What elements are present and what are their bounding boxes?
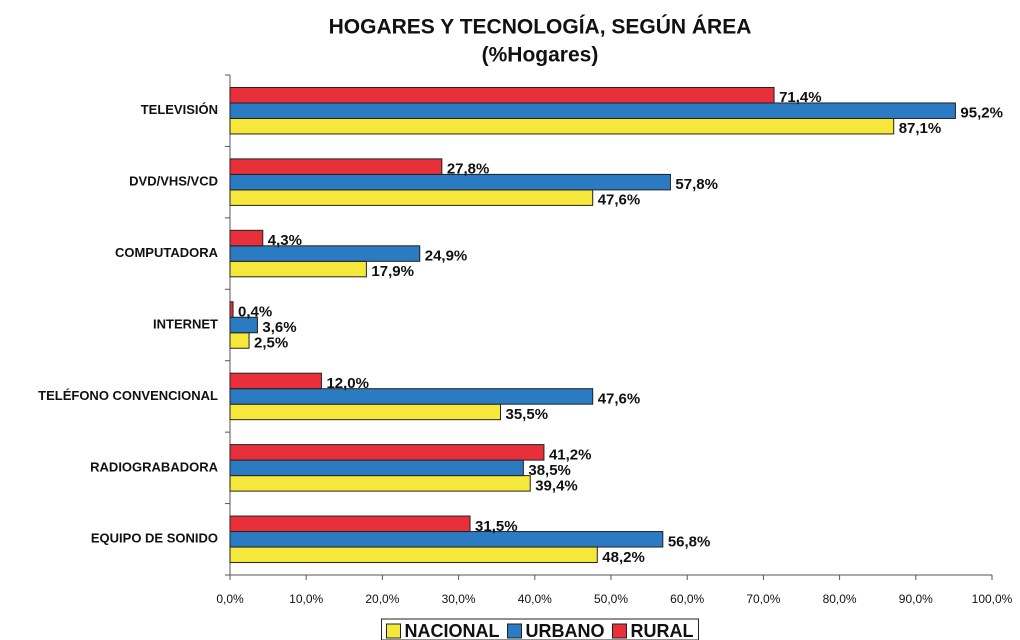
value-label: 47,6% [598,192,641,209]
chart-subtitle: (%Hogares) [482,44,599,67]
chart-title: HOGARES Y TECNOLOGÍA, SEGÚN ÁREA [329,15,752,39]
legend-swatch [612,623,627,639]
value-label: 2,5% [254,334,288,351]
y-tick-label: TELEVISIÓN [141,102,218,117]
bar [229,245,421,262]
value-label: 31,5% [475,518,518,535]
value-label: 35,5% [506,406,549,423]
bar [229,459,524,477]
bar [229,372,322,390]
x-tick-label: 90,0% [899,592,933,606]
legend-label: RURAL [631,621,694,640]
x-tick-label: 30,0% [442,592,476,606]
value-label: 71,4% [779,89,822,106]
x-tick-label: 60,0% [670,592,704,606]
bar [229,388,594,405]
value-label: 95,2% [960,105,1003,122]
value-label: 48,2% [602,549,645,566]
legend-box [381,618,699,640]
x-tick-label: 100,0% [972,592,1013,606]
bar [229,102,956,119]
value-label: 41,2% [549,446,592,463]
bar [229,229,264,247]
y-tick-label: INTERNET [153,316,218,331]
y-tick-label: EQUIPO DE SONIDO [91,531,218,546]
value-label: 47,6% [598,390,641,407]
bar [229,117,895,135]
x-tick-label: 10,0% [289,592,323,606]
bar [229,403,502,421]
value-label: 0,4% [238,303,272,320]
bar [229,444,545,461]
x-tick-label: 20,0% [365,592,399,606]
y-tick-label: COMPUTADORA [115,245,219,260]
y-tick-label: RADIOGRABADORA [90,459,218,474]
bar [229,260,367,278]
value-label: 24,9% [425,248,468,265]
value-label: 4,3% [268,232,302,249]
value-label: 12,0% [326,375,369,392]
bar [229,515,471,533]
value-label: 27,8% [447,161,490,178]
bar [229,531,664,548]
bar [229,332,250,349]
value-label: 38,5% [528,462,571,479]
legend-swatch [386,623,401,639]
value-label: 87,1% [899,120,942,137]
legend-swatch [507,623,522,639]
x-tick-label: 0,0% [216,592,244,606]
value-label: 39,4% [535,477,578,494]
bar [229,546,598,564]
bar [229,189,594,206]
value-label: 3,6% [262,319,296,336]
x-tick-label: 70,0% [746,592,780,606]
x-tick-label: 80,0% [823,592,857,606]
value-label: 57,8% [675,176,718,193]
bar [229,301,234,318]
legend-label: NACIONAL [405,621,500,640]
value-label: 56,8% [668,533,711,550]
value-label: 17,9% [371,263,414,280]
bar [229,316,258,334]
y-tick-label: TELÉFONO CONVENCIONAL [38,388,218,403]
x-tick-label: 50,0% [594,592,628,606]
legend-label: URBANO [526,621,605,640]
y-tick-label: DVD/VHS/VCD [129,174,218,189]
x-tick-label: 40,0% [518,592,552,606]
bar [229,86,775,104]
bar [229,158,443,175]
bar [229,173,671,191]
bar [229,475,531,492]
